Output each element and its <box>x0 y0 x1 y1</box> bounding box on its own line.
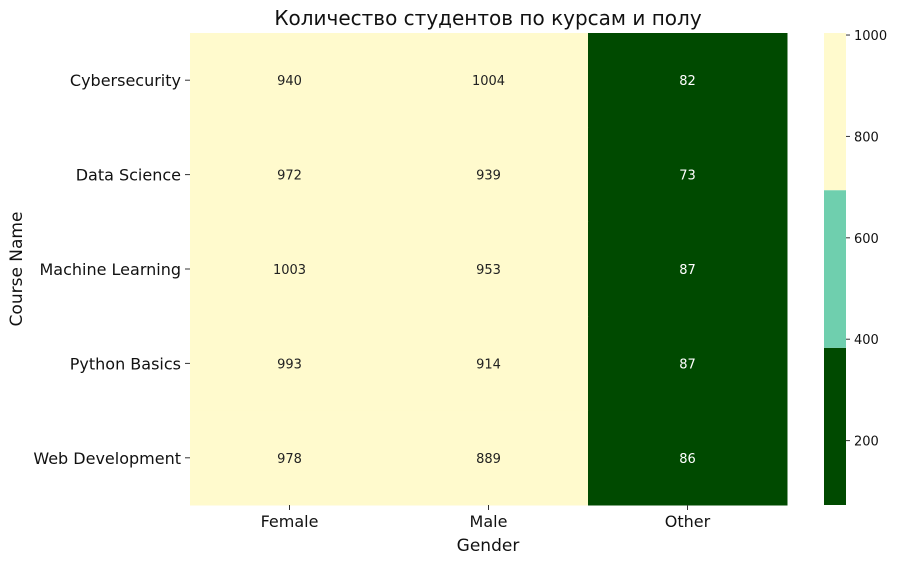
colorbar-segment <box>824 33 846 191</box>
heatmap-cell <box>588 33 788 128</box>
heatmap-cell <box>588 127 788 223</box>
heatmap-cell <box>588 410 788 506</box>
cell-label: 1003 <box>273 263 306 278</box>
x-axis-label: Gender <box>457 536 520 556</box>
heatmap-cell <box>588 221 788 317</box>
heatmap-cell <box>389 221 589 317</box>
heatmap-cell <box>190 221 390 317</box>
cell-label: 1004 <box>472 74 505 89</box>
colorbar-tick-label: 600 <box>854 232 879 247</box>
heatmap-cell <box>190 127 390 223</box>
cell-label: 86 <box>679 452 696 467</box>
colorbar-tick-label: 200 <box>854 435 879 450</box>
heatmap-cell <box>588 316 788 412</box>
y-tick-label: Machine Learning <box>39 260 181 279</box>
colorbar-segment <box>824 190 846 348</box>
cell-label: 953 <box>476 263 501 278</box>
cell-label: 914 <box>476 357 501 372</box>
colorbar-tick-label: 800 <box>854 130 879 145</box>
colorbar: 200 400 600 800 1000 <box>824 29 887 505</box>
colorbar-tick-label: 1000 <box>854 29 887 44</box>
cell-label: 939 <box>476 169 501 184</box>
y-tick-label: Cybersecurity <box>70 71 181 90</box>
heatmap-cell <box>389 316 589 412</box>
cell-label: 972 <box>277 169 302 184</box>
cell-label: 978 <box>277 452 302 467</box>
heatmap-cell <box>389 410 589 506</box>
cell-label: 73 <box>679 169 696 184</box>
cell-label: 87 <box>679 263 696 278</box>
cell-label: 940 <box>277 74 302 89</box>
cell-label: 87 <box>679 357 696 372</box>
cell-label: 993 <box>277 357 302 372</box>
heatmap-cell <box>389 127 589 223</box>
y-tick-label: Python Basics <box>70 354 181 373</box>
heatmap-cell <box>389 33 589 128</box>
cell-label: 889 <box>476 452 501 467</box>
chart-title: Количество студентов по курсам и полу <box>274 6 702 30</box>
colorbar-segment <box>824 347 846 505</box>
heatmap-cell <box>190 316 390 412</box>
x-tick-label: Other <box>665 512 711 531</box>
heatmap-cell <box>190 410 390 506</box>
y-tick-label: Web Development <box>33 449 181 468</box>
heatmap-cell <box>190 33 390 128</box>
y-axis-label: Course Name <box>7 212 27 327</box>
x-tick-label: Male <box>470 512 508 531</box>
cell-label: 82 <box>679 74 696 89</box>
x-tick-label: Female <box>261 512 319 531</box>
colorbar-tick-label: 400 <box>854 333 879 348</box>
y-tick-label: Data Science <box>76 166 181 185</box>
